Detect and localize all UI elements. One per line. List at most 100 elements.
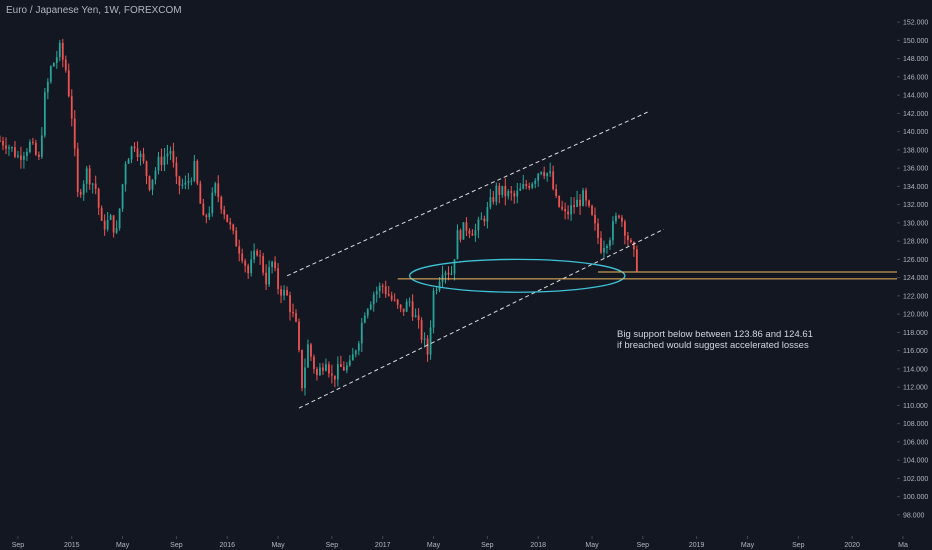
candle-body <box>154 170 157 180</box>
candle-body <box>441 274 444 282</box>
candle-body <box>351 354 354 361</box>
candle-body <box>588 200 590 206</box>
candle-body <box>265 272 268 285</box>
candle-body <box>259 255 262 257</box>
candle-body <box>525 184 528 186</box>
time-tick-label: 2018 <box>530 542 546 549</box>
candle-body <box>115 228 118 233</box>
candle-body <box>375 291 378 295</box>
candle-body <box>549 171 552 174</box>
candle-body <box>372 294 375 305</box>
candle-body <box>280 289 282 296</box>
candle-body <box>606 245 608 248</box>
candle-body <box>289 295 291 313</box>
annotation-line-1: Big support below between 123.86 and 124… <box>617 329 813 340</box>
candle-body <box>319 367 321 376</box>
candle-body <box>582 190 584 206</box>
time-tick-label: Sep <box>792 542 805 549</box>
candle-body <box>142 153 145 162</box>
candle-body <box>256 250 259 256</box>
candle-body <box>148 176 151 190</box>
candle-body <box>495 185 498 202</box>
candle-body <box>58 42 61 58</box>
candle-body <box>417 315 420 321</box>
candle-body <box>11 147 13 149</box>
candle-body <box>181 184 184 186</box>
candle-body <box>489 197 492 208</box>
candle-body <box>241 253 244 261</box>
candle-body <box>163 156 166 166</box>
candle-body <box>573 205 575 208</box>
channel-lower-line <box>298 228 665 409</box>
candle-body <box>118 208 121 229</box>
candle-body <box>435 289 438 291</box>
candle-body <box>480 218 483 220</box>
drawing-layer <box>286 111 897 409</box>
price-tick-label: 116.000 <box>903 348 928 355</box>
candle-body <box>29 141 31 152</box>
candle-body <box>235 230 238 247</box>
candle-body <box>570 205 572 215</box>
candle-body <box>629 240 632 243</box>
candle-body <box>465 222 468 231</box>
candle-body <box>193 160 196 181</box>
support-annotation[interactable]: Big support below between 123.86 and 124… <box>617 329 813 351</box>
candle-body <box>381 285 384 287</box>
candle-body <box>618 215 620 218</box>
candle-body <box>390 295 393 300</box>
time-tick-label: 2020 <box>844 542 860 549</box>
candle-body <box>450 273 453 275</box>
candle-body <box>322 367 324 371</box>
time-tick-label: May <box>427 542 441 549</box>
price-tick-label: 98.000 <box>903 512 925 519</box>
candle-body <box>387 293 390 296</box>
candle-body <box>507 191 510 197</box>
candle-body <box>522 184 525 189</box>
candle-body <box>429 327 432 355</box>
candle-body <box>393 299 396 301</box>
candle-body <box>378 285 381 292</box>
candle-body <box>501 185 504 195</box>
candle-body <box>579 199 581 206</box>
candle-body <box>411 301 414 317</box>
candle-body <box>49 66 52 82</box>
candle-body <box>67 70 70 97</box>
price-tick-label: 126.000 <box>903 257 928 264</box>
candle-body <box>313 356 315 369</box>
candle-body <box>220 197 223 210</box>
candle-body <box>274 261 276 269</box>
candle-body <box>333 375 336 380</box>
candle-body <box>2 140 4 146</box>
candle-body <box>432 290 435 328</box>
candle-body <box>73 118 76 149</box>
time-tick-label: Sep <box>326 542 339 549</box>
price-tick-label: 142.000 <box>903 111 928 118</box>
candle-body <box>211 192 214 214</box>
candle-body <box>232 224 235 231</box>
candle-body <box>531 183 534 188</box>
candle-body <box>127 159 130 164</box>
candle-body <box>576 199 578 208</box>
candle-body <box>339 364 342 367</box>
candle-body <box>615 215 617 222</box>
price-tick-label: 140.000 <box>903 129 928 136</box>
candle-body <box>546 173 549 177</box>
candle-body <box>286 289 288 296</box>
candle-body <box>471 233 474 236</box>
candle-body <box>190 180 193 182</box>
candle-body <box>229 222 232 225</box>
price-tick-label: 150.000 <box>903 38 928 45</box>
price-tick-label: 134.000 <box>903 184 928 191</box>
candle-body <box>26 151 28 156</box>
candle-body <box>462 222 465 240</box>
candle-body <box>199 183 202 204</box>
candle-body <box>64 59 67 71</box>
candle-body <box>591 205 593 215</box>
candle-body <box>405 301 408 312</box>
candle-body <box>76 148 79 192</box>
candle-body <box>40 135 43 157</box>
time-axis: Sep 2015 May Sep 2016 May Sep 2017 May Sep 2018 May… <box>12 536 908 549</box>
candle-body <box>208 213 211 218</box>
candle-body <box>202 203 205 216</box>
